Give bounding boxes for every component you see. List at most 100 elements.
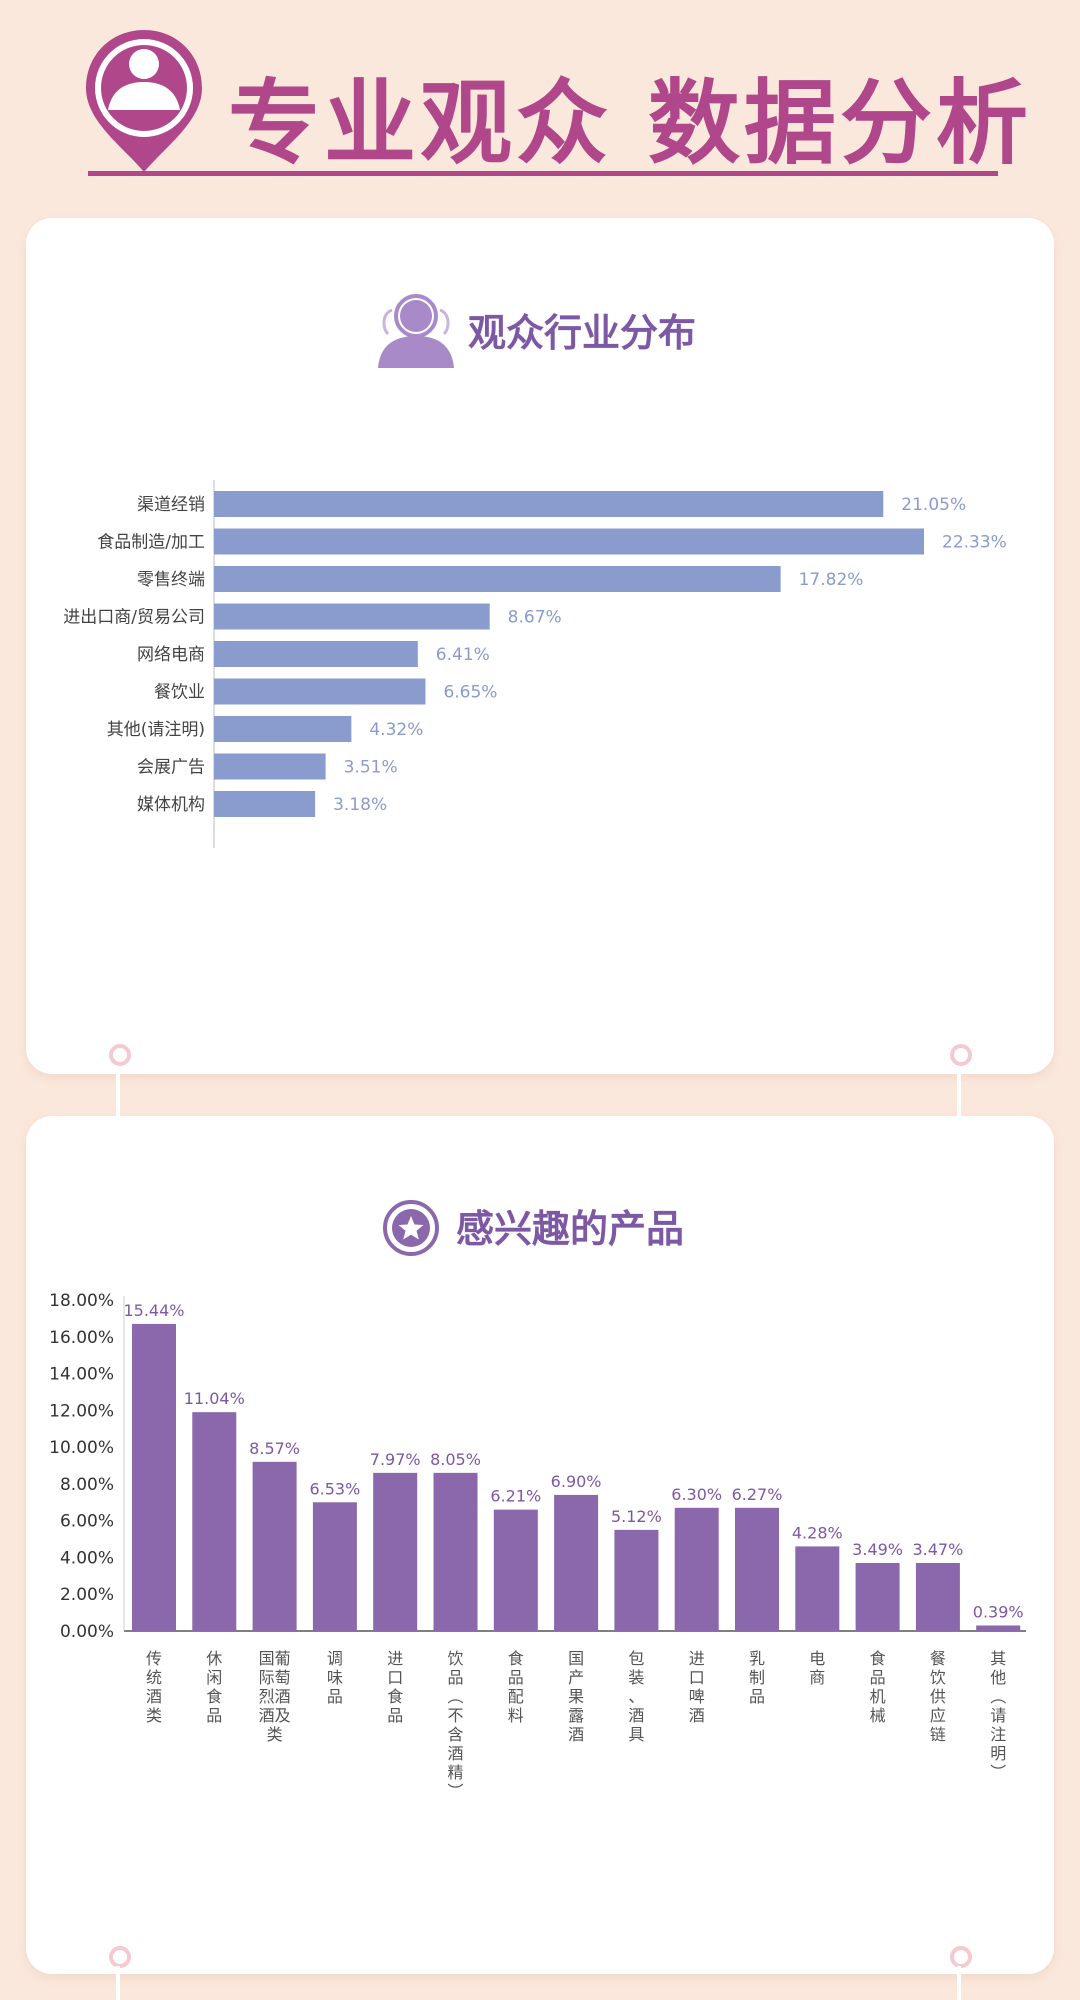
data-label: 6.53% <box>309 1479 360 1498</box>
data-label: 3.47% <box>912 1540 963 1559</box>
ring-ornament <box>950 1946 972 1968</box>
x-tick-label: ︶ <box>447 1782 463 1801</box>
bar <box>214 491 884 517</box>
x-tick-label: 机 <box>870 1687 886 1706</box>
x-tick-label: 品 <box>206 1706 222 1725</box>
x-tick-label: 口 <box>387 1668 403 1687</box>
bar <box>214 566 781 592</box>
data-label: 17.82% <box>799 570 864 590</box>
bar <box>214 678 426 705</box>
data-label: 0.39% <box>973 1602 1024 1621</box>
bar <box>915 1562 960 1631</box>
x-tick-label: 烈酒 <box>259 1687 291 1706</box>
data-label: 6.41% <box>436 645 490 665</box>
category-label: 渠道经销 <box>137 495 205 515</box>
x-tick-label: 酒 <box>689 1706 705 1725</box>
star-circle-icon <box>382 1199 440 1261</box>
x-tick-label: 装 <box>628 1668 644 1687</box>
x-tick-label: 露 <box>568 1706 584 1725</box>
industry-bar-chart: 渠道经销 21.05% 食品制造/加工 22.33% 零售终端 17.82% 进出口商/贸易… <box>63 480 1007 848</box>
category-label: 媒体机构 <box>137 795 205 815</box>
title-underline <box>88 171 998 176</box>
x-tick-label: 酒 <box>568 1725 584 1744</box>
bar <box>312 1502 357 1631</box>
x-tick-label: 进 <box>387 1649 403 1668</box>
ring-ornament <box>109 1946 131 1968</box>
x-tick-label: 他 <box>990 1668 1006 1687</box>
y-tick-label: 8.00% <box>60 1475 114 1495</box>
x-tick-label: 酒 <box>447 1744 463 1763</box>
data-label: 4.28% <box>792 1523 843 1542</box>
y-tick-label: 2.00% <box>60 1585 114 1605</box>
x-tick-label: 味 <box>327 1668 343 1687</box>
bar <box>214 716 352 742</box>
person-icon <box>372 294 460 374</box>
bar <box>735 1507 779 1631</box>
x-tick-label: 闲 <box>206 1668 222 1687</box>
x-tick-label: ︶ <box>990 1763 1006 1782</box>
x-tick-label: 注 <box>990 1725 1006 1744</box>
x-tick-label: 具 <box>628 1725 644 1744</box>
page-header: 专业观众 数据分析 <box>0 0 1080 200</box>
bar <box>214 603 490 630</box>
data-label: 8.57% <box>249 1439 300 1458</box>
x-tick-label: ︵ <box>447 1687 463 1706</box>
category-label: 食品制造/加工 <box>97 533 205 553</box>
x-tick-label: 食 <box>387 1687 403 1706</box>
x-tick-label: 包 <box>628 1649 644 1668</box>
x-tick-label: 类 <box>267 1725 283 1744</box>
data-label: 3.51% <box>344 758 398 778</box>
data-label: 3.18% <box>333 795 387 815</box>
x-tick-label: 际萄 <box>259 1668 291 1687</box>
x-tick-label: 果 <box>568 1687 584 1706</box>
x-tick-label: 食 <box>206 1687 222 1706</box>
x-tick-label: 餐 <box>930 1649 946 1668</box>
industry-title: 观众行业分布 <box>468 311 697 355</box>
y-tick-label: 10.00% <box>49 1438 114 1458</box>
bar <box>554 1494 599 1631</box>
x-tick-label: 统 <box>146 1668 162 1687</box>
industry-card: 观众行业分布 渠道经销 21.05% 食品制造/加工 22.33% 零售终端 17.82%… <box>26 218 1054 1074</box>
x-tick-label: 乳 <box>749 1649 765 1668</box>
bar <box>214 528 924 555</box>
x-tick-label: 产 <box>568 1668 584 1687</box>
y-tick-label: 0.00% <box>60 1622 114 1642</box>
x-tick-label: 食 <box>870 1649 886 1668</box>
x-tick-label: 国葡 <box>259 1649 291 1668</box>
x-tick-label: 国 <box>568 1649 584 1668</box>
x-tick-label: 制 <box>749 1668 765 1687</box>
data-label: 4.32% <box>369 720 423 740</box>
page-title: 专业观众 数据分析 <box>228 70 1033 177</box>
category-label: 进出口商/贸易公司 <box>63 608 205 628</box>
card-connector-left <box>116 1060 120 1130</box>
product-bar-chart: 0.00% 2.00% 4.00% 6.00% 8.00% 10.00% 12.00% 14.… <box>49 1291 1026 1801</box>
category-label: 会展广告 <box>137 758 205 778</box>
y-tick-label: 6.00% <box>60 1512 114 1532</box>
y-tick-label: 18.00% <box>49 1291 114 1311</box>
data-label: 21.05% <box>901 495 966 515</box>
x-tick-label: 商 <box>809 1668 825 1687</box>
x-tick-label: 其 <box>990 1649 1006 1668</box>
bar <box>214 753 326 780</box>
product-card: 感兴趣的产品 0.00% 2.00% 4.00% 6.00% 8.00% 10.00% 12… <box>26 1116 1054 1974</box>
x-tick-label: 、 <box>628 1687 644 1706</box>
bar <box>614 1529 659 1631</box>
data-label: 5.12% <box>611 1507 662 1526</box>
bar <box>493 1509 538 1631</box>
x-tick-label: 应 <box>930 1706 946 1725</box>
data-label: 3.49% <box>852 1540 903 1559</box>
card-connector-left <box>116 1966 120 2000</box>
x-tick-label: 食 <box>508 1649 524 1668</box>
person-location-pin-icon <box>82 26 206 180</box>
y-tick-label: 14.00% <box>49 1365 114 1385</box>
x-tick-label: 休 <box>206 1649 222 1668</box>
bar <box>132 1323 176 1631</box>
y-tick-label: 16.00% <box>49 1328 114 1348</box>
data-label: 11.04% <box>184 1389 245 1408</box>
x-tick-label: 酒及 <box>259 1706 291 1725</box>
x-tick-label: 精 <box>447 1763 463 1782</box>
data-label: 22.33% <box>942 533 1007 553</box>
x-tick-label: 品 <box>508 1668 524 1687</box>
x-tick-label: 电 <box>809 1649 825 1668</box>
x-tick-label: 品 <box>870 1668 886 1687</box>
